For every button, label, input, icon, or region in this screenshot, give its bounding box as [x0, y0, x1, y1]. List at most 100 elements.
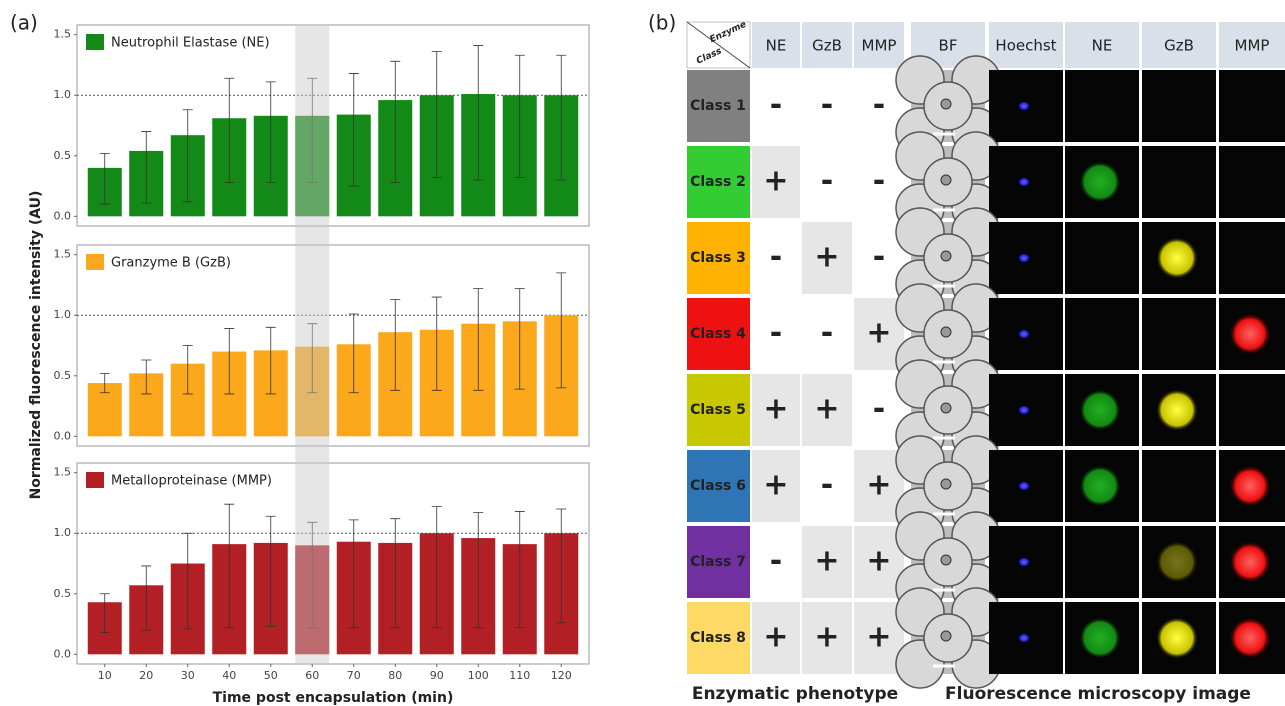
phenotype-sign: -	[770, 240, 782, 275]
phenotype-sign: -	[873, 240, 885, 275]
fluorescence-image	[1219, 70, 1285, 142]
images-footer: Fluorescence microscopy image	[945, 684, 1251, 704]
fluorescence-image	[1219, 146, 1285, 218]
phenotype-sign: +	[866, 316, 891, 351]
nucleus	[1019, 330, 1029, 338]
phenotype-sign: +	[814, 620, 839, 655]
fluorescence-image	[1219, 222, 1285, 294]
fluorescence-image	[1219, 374, 1285, 446]
nucleus	[1019, 482, 1029, 490]
x-tick-label: 120	[551, 669, 572, 682]
phenotype-sign: +	[814, 392, 839, 427]
y-tick-label: 1.0	[54, 526, 72, 539]
fluorescent-droplet	[1079, 161, 1121, 203]
phenotype-sign: -	[821, 316, 833, 351]
fluorescent-droplet	[1229, 313, 1271, 355]
phenotype-sign: +	[763, 164, 788, 199]
x-tick-label: 40	[222, 669, 236, 682]
fluorescence-image	[1142, 450, 1216, 522]
y-tick-label: 1.5	[54, 28, 72, 41]
fluorescence-image	[1065, 222, 1139, 294]
nucleus	[1019, 406, 1029, 414]
y-tick-label: 1.5	[54, 466, 72, 479]
image-header: MMP	[1235, 37, 1270, 55]
phenotype-sign: -	[821, 164, 833, 199]
phenotype-sign: +	[866, 468, 891, 503]
cell	[941, 555, 951, 565]
class-label: Class 2	[690, 174, 746, 190]
fluorescence-image	[1065, 70, 1139, 142]
fluorescent-droplet	[1079, 389, 1121, 431]
image-header: NE	[1092, 37, 1113, 55]
column-header: NE	[766, 37, 787, 55]
figure: (a) (b) Normalized fluorescence intensit…	[0, 0, 1285, 706]
x-tick-label: 20	[139, 669, 153, 682]
phenotype-sign: -	[770, 316, 782, 351]
nucleus	[1019, 102, 1029, 110]
image-header: Hoechst	[995, 37, 1056, 55]
legend-swatch	[86, 472, 104, 488]
fluorescent-droplet	[1156, 389, 1198, 431]
phenotype-sign: -	[873, 164, 885, 199]
fluorescence-image	[1142, 70, 1216, 142]
nucleus	[1019, 634, 1029, 642]
y-tick-label: 1.0	[54, 308, 72, 321]
fluorescence-image	[1142, 146, 1216, 218]
phenotype-sign: +	[763, 392, 788, 427]
fluorescence-image	[1142, 298, 1216, 370]
fluorescent-droplet	[1229, 617, 1271, 659]
image-header: GzB	[1164, 37, 1194, 55]
legend-swatch	[86, 34, 104, 50]
fluorescent-droplet	[1079, 617, 1121, 659]
x-tick-label: 110	[509, 669, 530, 682]
phenotype-sign: -	[821, 88, 833, 123]
class-label: Class 8	[690, 630, 746, 646]
y-tick-label: 0.0	[54, 429, 72, 442]
phenotype-sign: +	[763, 468, 788, 503]
class-label: Class 3	[690, 250, 746, 266]
table-footer: Enzymatic phenotype	[692, 684, 898, 704]
legend-label: Neutrophil Elastase (NE)	[111, 36, 270, 51]
cell	[941, 327, 951, 337]
fluorescent-droplet	[1079, 465, 1121, 507]
x-tick-label: 30	[181, 669, 195, 682]
cell	[941, 175, 951, 185]
legend-swatch	[86, 254, 104, 270]
phenotype-sign: +	[763, 620, 788, 655]
y-tick-label: 1.5	[54, 248, 72, 261]
phenotype-sign: +	[866, 544, 891, 579]
x-tick-label: 100	[468, 669, 489, 682]
x-tick-label: 10	[98, 669, 112, 682]
fluorescent-droplet	[1229, 465, 1271, 507]
phenotype-sign: -	[873, 88, 885, 123]
class-label: Class 7	[690, 554, 746, 570]
fluorescent-droplet	[1156, 541, 1198, 583]
cell	[941, 631, 951, 641]
fluorescent-droplet	[1229, 541, 1271, 583]
fluorescence-image	[1065, 526, 1139, 598]
highlight-band	[295, 25, 329, 664]
x-tick-label: 90	[430, 669, 444, 682]
column-header: GzB	[812, 37, 842, 55]
phenotype-sign: +	[814, 240, 839, 275]
nucleus	[1019, 178, 1029, 186]
phenotype-sign: -	[770, 544, 782, 579]
x-tick-label: 50	[264, 669, 278, 682]
cell	[941, 251, 951, 261]
y-axis-label: Normalized fluorescence intensity (AU)	[28, 191, 44, 500]
column-header: MMP	[862, 37, 897, 55]
class-label: Class 5	[690, 402, 746, 418]
phenotype-sign: +	[814, 544, 839, 579]
image-header: BF	[939, 37, 958, 55]
x-tick-label: 70	[347, 669, 361, 682]
y-tick-label: 0.5	[54, 369, 72, 382]
x-tick-label: 80	[388, 669, 402, 682]
cell	[941, 403, 951, 413]
y-tick-label: 1.0	[54, 88, 72, 101]
legend-label: Metalloproteinase (MMP)	[111, 474, 272, 489]
class-label: Class 4	[690, 326, 746, 342]
class-label: Class 6	[690, 478, 746, 494]
class-label: Class 1	[690, 98, 746, 114]
panel-label: (a)	[10, 11, 38, 35]
panel-label: (b)	[648, 11, 676, 35]
